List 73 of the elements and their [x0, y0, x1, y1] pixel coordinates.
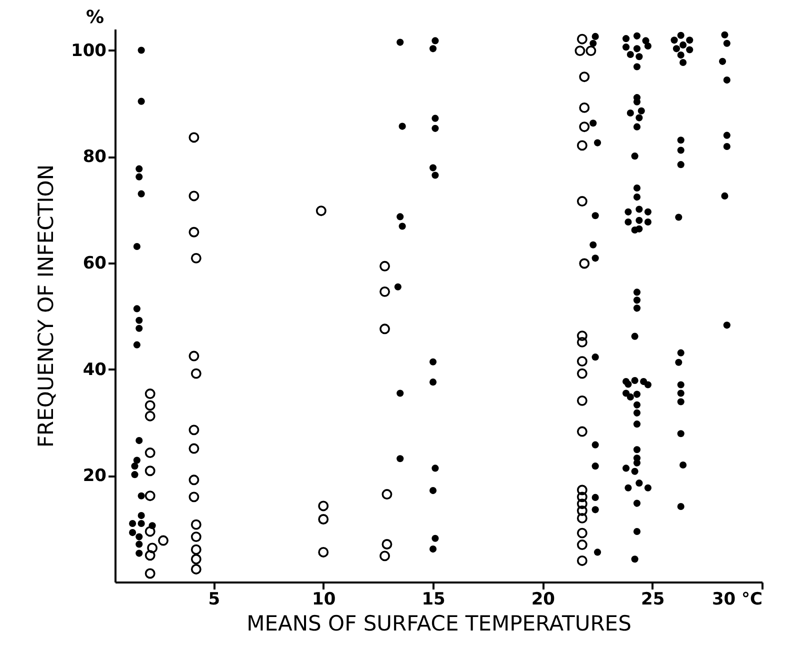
x-tick-label: 5 [208, 590, 220, 610]
point [188, 350, 200, 362]
point [144, 410, 156, 422]
point [144, 466, 156, 476]
point [316, 206, 326, 216]
x-tick-label: 30 °C [712, 590, 762, 610]
point [188, 132, 200, 143]
point [190, 554, 202, 564]
point [318, 514, 329, 524]
point [188, 424, 200, 436]
point [576, 556, 588, 566]
y-axis-title: FREQUENCY OF INFECTION [34, 164, 58, 448]
x-tick-label: 10 [312, 590, 336, 610]
point [579, 102, 590, 113]
point [144, 490, 156, 502]
point [158, 535, 168, 546]
point [188, 474, 200, 486]
point [576, 196, 588, 206]
point [576, 492, 588, 502]
point [586, 46, 596, 56]
text: % [86, 7, 104, 28]
x-tick-label: 15 [422, 590, 446, 610]
point [188, 190, 200, 202]
point [576, 395, 588, 406]
point [147, 542, 158, 554]
point [188, 226, 200, 238]
point [579, 122, 590, 132]
point [190, 564, 202, 574]
point [576, 336, 588, 348]
point [576, 426, 588, 437]
point [576, 34, 588, 44]
point [318, 500, 329, 512]
point [576, 356, 588, 367]
y-tick-label: 20 [82, 466, 107, 486]
point [190, 544, 202, 555]
point [144, 550, 156, 561]
point [382, 539, 392, 550]
point [144, 448, 156, 458]
point [576, 512, 588, 524]
x-axis-title: MEANS OF SURFACE TEMPERATURES [246, 612, 632, 636]
point [380, 260, 390, 272]
point [579, 72, 590, 82]
point [574, 46, 586, 56]
point [318, 547, 329, 558]
point [380, 550, 390, 562]
x-tick-label: 25 [641, 590, 665, 610]
point [576, 498, 588, 510]
y-tick-label: 80 [82, 147, 107, 168]
point [576, 140, 588, 151]
point [190, 532, 202, 542]
point [576, 484, 588, 496]
point [144, 400, 156, 411]
point [576, 528, 588, 538]
point [576, 540, 588, 550]
point [576, 506, 588, 516]
point [382, 489, 392, 500]
point [576, 330, 588, 342]
point [144, 568, 156, 579]
y-tick-label: 100 [71, 40, 107, 61]
point [188, 492, 200, 502]
point [576, 368, 588, 379]
point [579, 258, 590, 269]
point [144, 526, 156, 537]
point [380, 286, 390, 297]
point [190, 519, 202, 530]
point [380, 324, 390, 334]
y-tick-label: 60 [82, 253, 107, 274]
y-tick-label: 40 [82, 360, 107, 380]
point [190, 368, 202, 379]
point [188, 443, 200, 454]
point [144, 388, 156, 399]
point [190, 252, 202, 264]
x-tick-label: 20 [531, 590, 556, 610]
